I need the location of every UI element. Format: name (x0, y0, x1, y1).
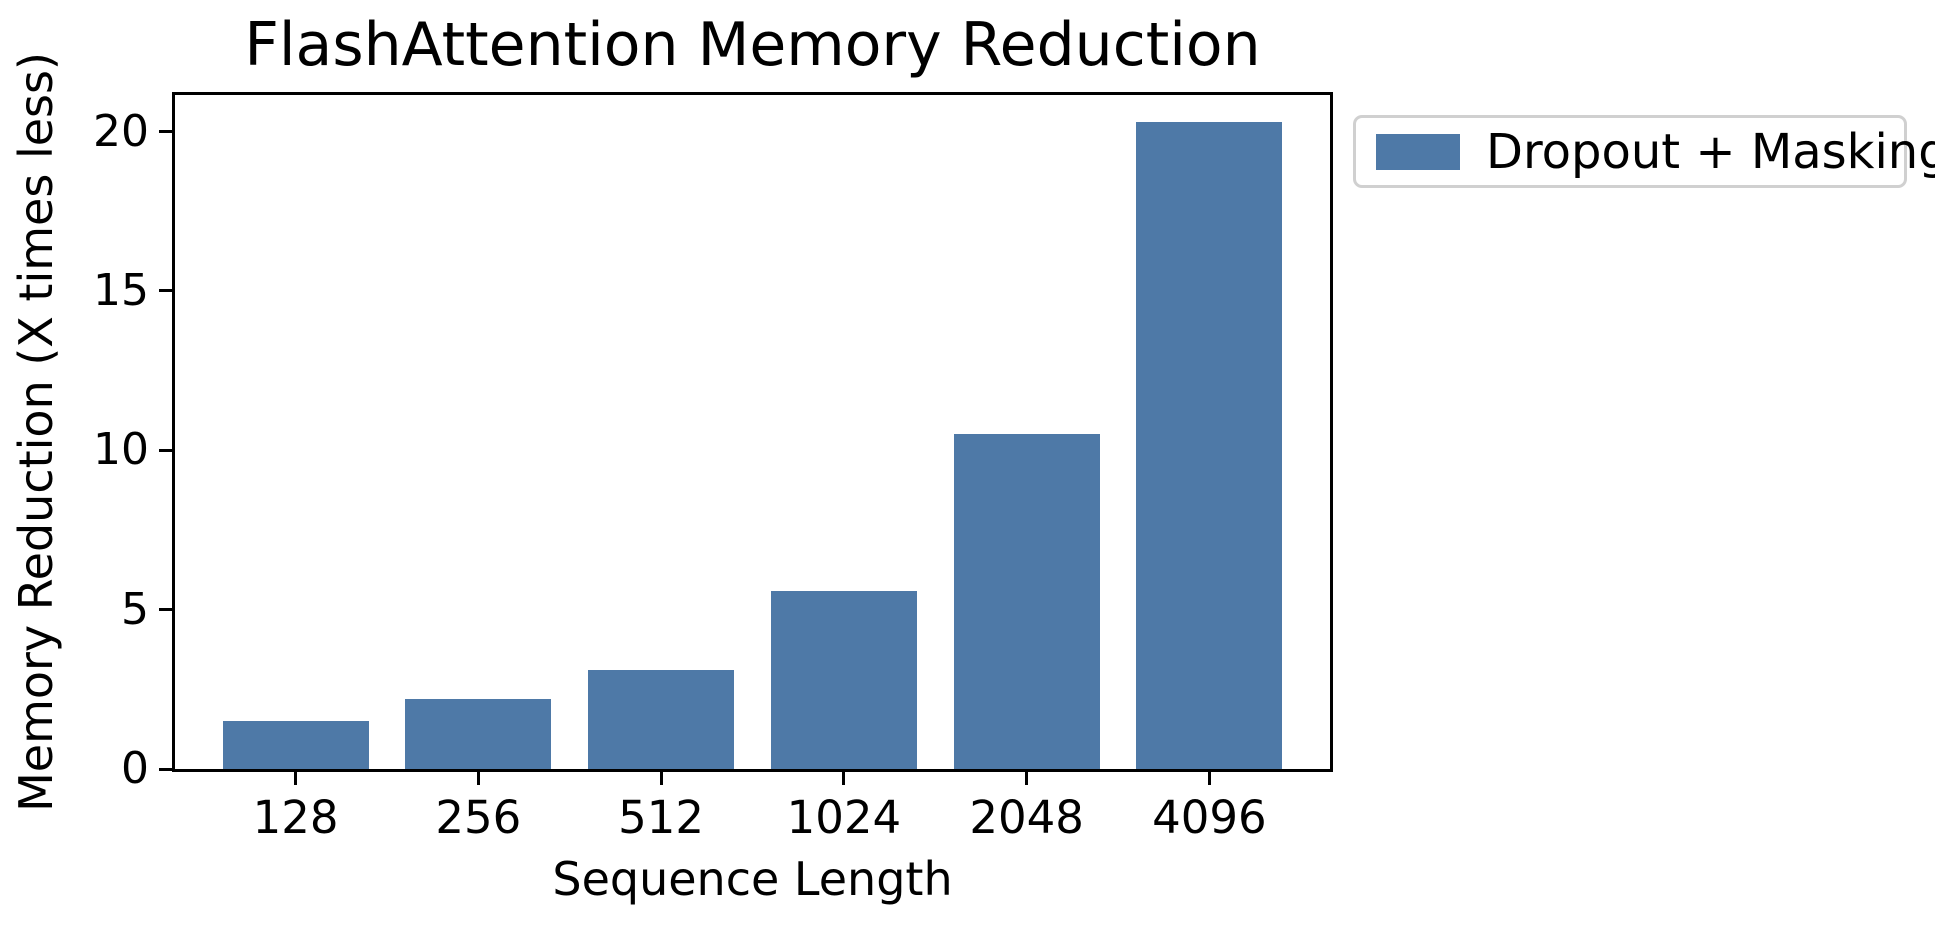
x-axis-label: Sequence Length (552, 852, 953, 906)
y-tick-label-15: 15 (93, 264, 149, 316)
bar-4096 (1136, 122, 1283, 769)
y-tick-10 (159, 448, 172, 452)
legend: Dropout + Masking (1353, 115, 1935, 188)
x-tick-label-128: 128 (252, 791, 339, 844)
x-tick-label-1024: 1024 (786, 791, 902, 844)
x-tick-512 (659, 772, 663, 785)
y-tick-15 (159, 289, 172, 293)
y-tick-label-0: 0 (121, 743, 149, 794)
x-tick-2048 (1025, 772, 1029, 785)
bar-2048 (953, 434, 1100, 769)
bar-1024 (770, 591, 917, 769)
x-tick-label-256: 256 (435, 791, 522, 844)
y-tick-label-10: 10 (93, 424, 149, 476)
x-tick-label-4096: 4096 (1152, 791, 1267, 844)
legend-swatch (1376, 133, 1460, 170)
x-tick-4096 (1207, 772, 1211, 785)
y-tick-label-5: 5 (121, 583, 149, 635)
y-tick-0 (159, 767, 172, 771)
x-tick-label-2048: 2048 (969, 791, 1084, 844)
bar-256 (405, 699, 552, 769)
x-tick-128 (294, 772, 298, 785)
y-tick-20 (159, 130, 172, 134)
bar-128 (222, 721, 369, 769)
x-tick-256 (476, 772, 480, 785)
x-tick-label-512: 512 (618, 791, 705, 844)
plot-area: 128 256 512 1024 2048 4096 0 5 10 15 20 (93, 92, 1333, 840)
y-tick-5 (159, 608, 172, 612)
bar-512 (588, 670, 735, 769)
chart-title: FlashAttention Memory Reduction (244, 10, 1261, 80)
legend-label: Dropout + Masking (1486, 123, 1935, 180)
y-tick-label-20: 20 (93, 105, 149, 157)
x-tick-1024 (842, 772, 846, 785)
